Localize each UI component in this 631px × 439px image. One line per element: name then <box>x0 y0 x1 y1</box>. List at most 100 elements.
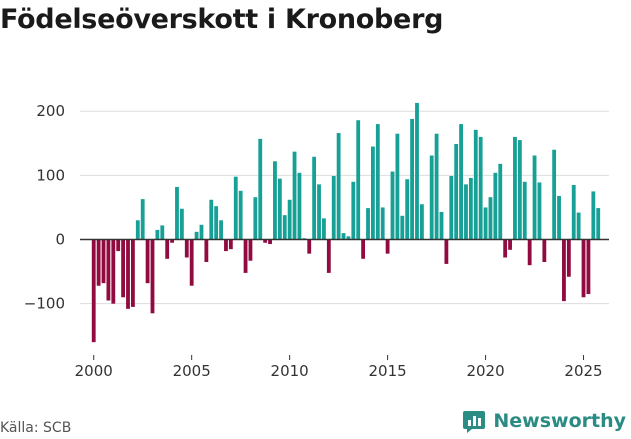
newsworthy-logo-text: Newsworthy <box>493 410 626 432</box>
bar <box>336 133 341 240</box>
bar <box>126 239 130 309</box>
bar <box>91 239 96 343</box>
bar <box>322 218 326 240</box>
bar <box>228 239 233 250</box>
bar <box>361 239 366 259</box>
bar <box>410 118 415 240</box>
bar <box>468 177 473 240</box>
x-tick-label: 2020 <box>466 362 504 380</box>
bar <box>571 185 576 240</box>
bar <box>395 133 400 240</box>
bar <box>307 239 312 254</box>
newsworthy-logo[interactable]: Newsworthy <box>461 408 626 434</box>
bar <box>464 184 468 240</box>
bar <box>116 239 121 252</box>
bar <box>96 239 101 286</box>
bar <box>175 186 179 240</box>
bar <box>366 208 370 240</box>
bar <box>498 163 503 240</box>
bar <box>434 133 439 240</box>
bar <box>331 176 336 240</box>
bar <box>459 124 463 240</box>
bar <box>488 197 493 240</box>
bar <box>287 199 292 240</box>
bar <box>552 149 557 240</box>
bar <box>527 239 532 266</box>
bar <box>390 171 395 240</box>
bar <box>111 239 116 304</box>
bar <box>586 239 591 295</box>
bar <box>429 155 434 240</box>
bar <box>179 208 184 240</box>
bar <box>346 236 351 240</box>
bar <box>199 224 204 240</box>
bar <box>562 239 566 302</box>
bar <box>508 239 512 250</box>
bar <box>253 197 258 240</box>
y-tick-label: 100 <box>36 166 65 184</box>
bar <box>444 239 449 264</box>
bar <box>317 184 321 240</box>
bar <box>566 239 571 277</box>
bar <box>513 136 517 240</box>
bar <box>184 239 189 258</box>
bar <box>375 124 380 240</box>
bar <box>258 138 263 240</box>
bar <box>297 172 302 240</box>
bar <box>273 161 277 240</box>
bar <box>439 211 444 240</box>
bar <box>449 176 454 240</box>
bar <box>233 176 238 240</box>
bar <box>454 143 459 240</box>
bar <box>140 199 145 240</box>
bar <box>473 129 478 240</box>
bar <box>101 239 106 284</box>
bar <box>356 120 361 240</box>
x-tick-label: 2015 <box>369 362 407 380</box>
bar <box>282 215 287 240</box>
bar <box>150 239 155 314</box>
bar <box>224 239 228 252</box>
bar <box>532 155 537 240</box>
bar <box>405 179 410 240</box>
bar <box>341 233 346 240</box>
x-tick-label: 2010 <box>271 362 309 380</box>
newsworthy-logo-icon <box>463 411 486 433</box>
bar <box>277 178 282 240</box>
bar <box>106 239 111 301</box>
bar <box>415 102 419 240</box>
bar <box>292 151 297 240</box>
x-tick-label: 2025 <box>564 362 602 380</box>
bar <box>385 239 390 254</box>
bar-chart: −100 0 100 200 2000 2005 2010 2015 2020 2025 <box>24 102 609 380</box>
bar <box>312 156 317 240</box>
bar <box>214 206 219 240</box>
bar <box>380 207 385 240</box>
bar <box>503 239 508 258</box>
bar <box>170 239 174 243</box>
bar <box>209 199 214 240</box>
bar <box>326 239 331 273</box>
bar <box>155 229 160 240</box>
bar <box>121 239 126 298</box>
bar <box>576 212 581 240</box>
y-tick-label: −100 <box>24 295 65 313</box>
bar <box>160 225 165 240</box>
y-tick-label: 200 <box>36 102 65 120</box>
bar <box>419 204 424 240</box>
bar <box>268 239 272 245</box>
bar <box>557 195 561 240</box>
bar <box>591 191 596 240</box>
bar <box>165 239 170 259</box>
bar <box>243 239 248 273</box>
bar <box>522 181 527 240</box>
bar <box>483 207 488 240</box>
bar <box>493 172 498 240</box>
y-tick-label: 0 <box>55 231 65 249</box>
bar <box>351 181 356 240</box>
bar <box>370 146 375 240</box>
bar <box>581 239 586 298</box>
bar <box>194 231 199 240</box>
bar <box>204 239 209 262</box>
bar <box>263 239 268 243</box>
